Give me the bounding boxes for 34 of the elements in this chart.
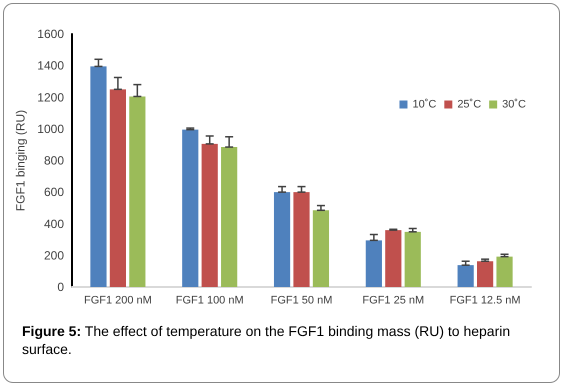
y-tick-label: 400 <box>44 216 64 231</box>
bar <box>110 89 126 287</box>
bar <box>366 240 382 287</box>
x-tick-label: FGF1 25 nM <box>362 294 424 306</box>
y-tick-label: 1400 <box>37 58 64 73</box>
bar <box>182 130 198 287</box>
legend-label: 25˚C <box>457 98 482 110</box>
legend-label: 30˚C <box>502 98 526 110</box>
bar <box>221 147 238 287</box>
x-tick-label: FGF1 100 nM <box>176 294 244 306</box>
y-axis-title: FGF1 binging (RU) <box>13 110 28 212</box>
bar <box>404 232 421 287</box>
bar <box>274 192 290 287</box>
y-tick-label: 800 <box>44 154 64 168</box>
caption: Figure 5: The effect of temperature on the FGF1 binding mass (RU) to heparin surface. <box>22 322 512 358</box>
bar <box>129 96 146 287</box>
bar <box>385 230 402 287</box>
bar <box>312 210 330 287</box>
x-tick-label: FGF1 200 nM <box>84 294 152 306</box>
x-tick-label: FGF1 12.5 nM <box>450 294 521 306</box>
x-tick-label: FGF1 50 nM <box>270 294 332 306</box>
y-tick-label: 600 <box>44 185 64 200</box>
y-tick-label: 1600 <box>37 27 64 41</box>
bar <box>293 192 310 287</box>
y-tick-label: 1000 <box>37 122 64 136</box>
bar <box>496 256 513 287</box>
bar <box>458 265 474 287</box>
bar <box>477 261 494 287</box>
legend-label: 10˚C <box>412 98 436 110</box>
bar <box>90 66 107 287</box>
y-tick-label: 0 <box>57 280 64 294</box>
y-tick-label: 200 <box>44 248 64 262</box>
y-tick-label: 1200 <box>37 90 64 104</box>
bar <box>202 144 218 287</box>
